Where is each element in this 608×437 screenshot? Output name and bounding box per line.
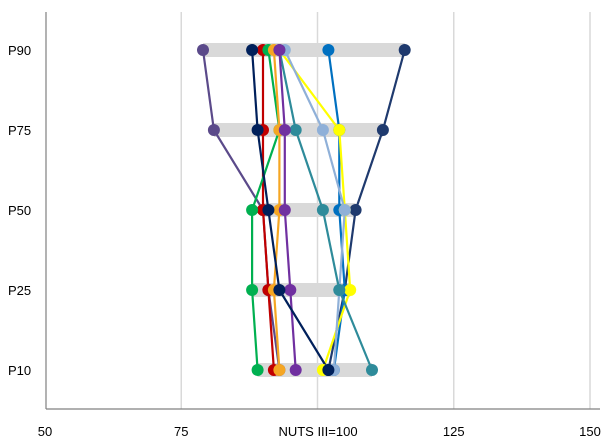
series-9-point-p10 [273, 364, 286, 376]
series-10-point-p50 [278, 204, 291, 216]
series-2-point-p75 [376, 124, 389, 136]
x-tick-label-125: 125 [443, 424, 465, 437]
series-10-point-p10 [289, 364, 302, 376]
series-8-point-p50 [246, 204, 259, 216]
series-10-point-p75 [278, 124, 291, 136]
gridlines [180, 12, 591, 409]
x-axis-label: NUTS III=100 [278, 424, 357, 437]
series-8-point-p10 [251, 364, 264, 376]
series-1-point-p75 [207, 124, 220, 136]
series-11-point-p50 [262, 204, 275, 216]
series-10-point-p25 [284, 284, 297, 296]
series-7-point-p75 [289, 124, 302, 136]
y-tick-label-p10: P10 [8, 363, 31, 378]
series-10-point-p90 [273, 44, 286, 56]
series-7-point-p10 [366, 364, 378, 376]
y-tick-label-p25: P25 [8, 283, 31, 298]
y-tick-label-p50: P50 [8, 203, 31, 218]
series-8-point-p25 [246, 284, 259, 296]
series-11-point-p75 [251, 124, 264, 136]
range-bars [203, 43, 405, 377]
x-tick-label-50: 50 [38, 424, 52, 437]
tick-labels: 50 75 125 150 P90 P75 P50 P25 P10 [8, 43, 601, 437]
axes [45, 12, 600, 410]
x-tick-label-75: 75 [174, 424, 188, 437]
series-5-point-p75 [333, 124, 346, 136]
series-5-point-p25 [344, 284, 357, 296]
y-tick-label-p90: P90 [8, 43, 31, 58]
series-4-point-p90 [322, 44, 335, 56]
series-11-point-p25 [273, 284, 286, 296]
series-7-point-p50 [316, 204, 329, 216]
series-points [197, 44, 411, 376]
series-11-point-p10 [322, 364, 335, 376]
series-1-point-p90 [197, 44, 209, 56]
series-7-point-p25 [333, 284, 346, 296]
series-2-point-p50 [349, 204, 362, 216]
y-tick-label-p75: P75 [8, 123, 31, 138]
series-11-point-p90 [246, 44, 259, 56]
series-6-point-p75 [316, 124, 329, 136]
x-tick-label-150: 150 [579, 424, 601, 437]
series-6-point-p50 [338, 204, 351, 216]
series-2-point-p90 [398, 44, 411, 56]
